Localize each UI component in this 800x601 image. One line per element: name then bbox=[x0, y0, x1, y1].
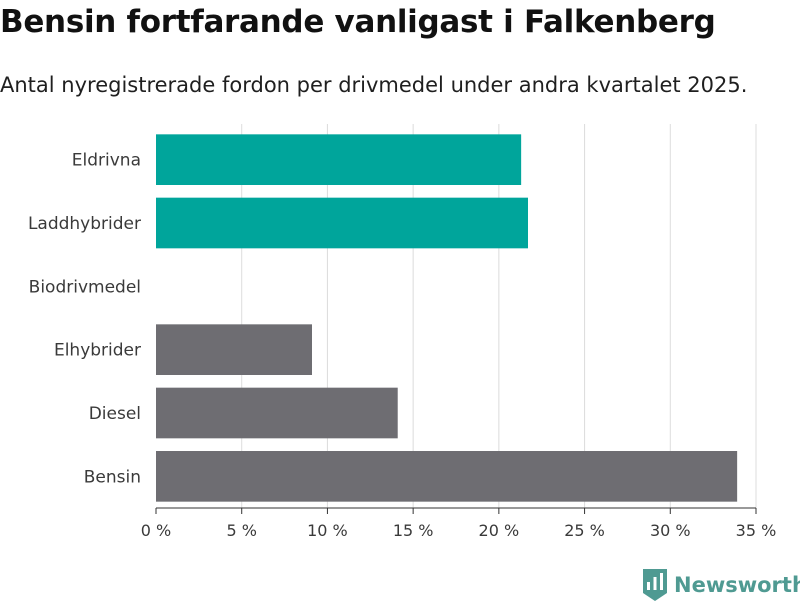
bar-eldrivna bbox=[156, 134, 522, 185]
x-tick-label: 5 % bbox=[226, 521, 256, 540]
newsworthy-brand[interactable]: Newsworthy bbox=[643, 569, 800, 601]
bar-elhybrider bbox=[156, 324, 312, 375]
category-label: Diesel bbox=[89, 404, 141, 424]
chart-title: Bensin fortfarande vanligast i Falkenber… bbox=[0, 4, 716, 40]
x-tick-label: 15 % bbox=[393, 521, 434, 540]
bar-bensin bbox=[156, 451, 738, 502]
x-tick-label: 25 % bbox=[564, 521, 605, 540]
x-tick-label: 20 % bbox=[479, 521, 520, 540]
x-tick-label: 35 % bbox=[736, 521, 777, 540]
category-label: Bensin bbox=[84, 467, 141, 487]
x-tick-label: 0 % bbox=[141, 521, 171, 540]
bar-chart-logo-icon bbox=[643, 569, 667, 601]
bar-chart: Eldrivna Laddhybrider Biodrivmedel Elhybrid… bbox=[28, 124, 777, 540]
chart-subtitle: Antal nyregistrerade fordon per drivmede… bbox=[0, 73, 748, 97]
category-label: Elhybrider bbox=[54, 341, 141, 361]
bar-laddhybrider bbox=[156, 197, 528, 249]
category-label: Eldrivna bbox=[72, 151, 141, 171]
category-label: Biodrivmedel bbox=[29, 277, 141, 297]
x-tick-label: 10 % bbox=[307, 521, 348, 540]
brand-name: Newsworthy bbox=[674, 573, 800, 597]
x-tick-label: 30 % bbox=[650, 521, 691, 540]
bar-diesel bbox=[156, 387, 398, 439]
category-label: Laddhybrider bbox=[28, 214, 141, 234]
